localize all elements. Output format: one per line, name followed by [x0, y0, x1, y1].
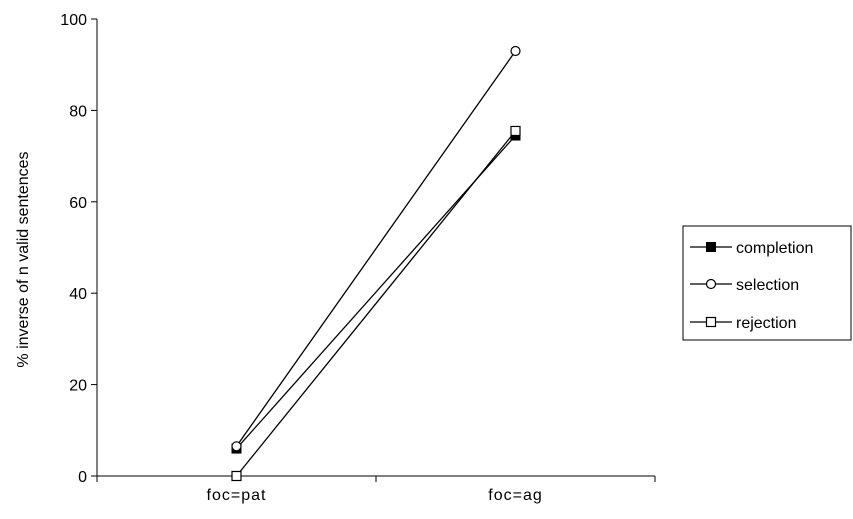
data-point-rejection — [231, 470, 242, 482]
y-tick-label: 100 — [60, 12, 87, 29]
x-axis: foc=pat foc=ag — [96, 475, 656, 504]
data-point-selection — [510, 45, 521, 57]
legend-label: completion — [736, 240, 813, 257]
y-tick-label: 80 — [69, 103, 87, 120]
legend-marker-selection — [705, 278, 717, 290]
legend-item-rejection: rejection — [690, 315, 796, 332]
y-axis: 0 20 40 60 80 100 — [60, 12, 98, 486]
legend-marker-rejection — [705, 316, 717, 328]
series-line-rejection — [235, 130, 517, 477]
x-tick-label: foc=ag — [488, 487, 542, 504]
x-tick-label: foc=pat — [207, 487, 267, 504]
series-layer — [231, 45, 521, 482]
series-line-selection — [235, 50, 517, 447]
legend-item-completion: completion — [690, 240, 813, 257]
legend-marker-completion — [706, 242, 716, 252]
y-tick-label: 60 — [69, 195, 87, 212]
data-point-selection — [231, 441, 242, 452]
legend-label: selection — [736, 277, 799, 294]
legend-label: rejection — [736, 315, 796, 332]
y-tick-label: 20 — [69, 378, 87, 395]
y-tick-label: 40 — [69, 286, 87, 303]
data-point-rejection — [510, 125, 521, 137]
y-axis-title: % inverse of n valid sentences — [15, 151, 32, 367]
legend-item-selection: selection — [690, 277, 799, 294]
y-tick-label: 0 — [78, 469, 87, 486]
legend: completion selection rejection — [682, 225, 852, 341]
